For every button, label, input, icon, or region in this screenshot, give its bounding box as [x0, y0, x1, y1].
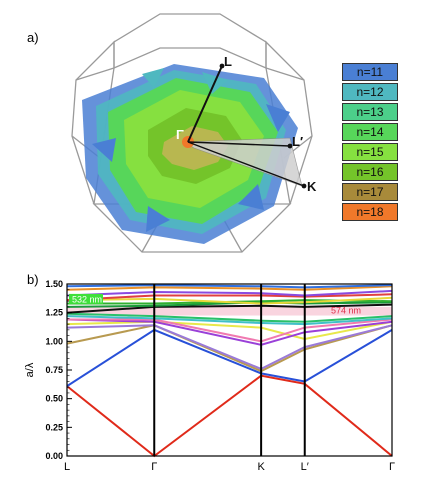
legend-item-label: n=16 — [356, 165, 384, 179]
band-structure-chart: 0.00 0.25 0.50 0.75 1.00 1.25 1.50 L Γ K L′ Γa/λ 532… — [24, 279, 395, 473]
y-tick-label: 1.25 — [45, 308, 63, 318]
x-tick-label: L — [64, 461, 70, 473]
legend-item-label: n=11 — [356, 65, 384, 79]
x-tick-label: K — [257, 461, 265, 473]
annotation-532-label: 532 nm — [72, 294, 102, 304]
annotation-574-label: 574 nm — [331, 305, 361, 315]
legend-item: n=11 — [342, 63, 398, 81]
annotation-532-bar — [69, 293, 103, 304]
x-tick-label: L′ — [301, 461, 309, 473]
band-legend: n=11 n=12 n=13 n=14 n=15 n=16 n=17 n=18 — [342, 63, 398, 223]
y-tick-label: 0.75 — [45, 365, 63, 375]
bz-label-gamma: Γ — [176, 127, 184, 142]
y-tick-label: 0.25 — [45, 422, 63, 432]
y-tick-label: 1.00 — [45, 336, 63, 346]
y-axis-label: a/λ — [24, 362, 36, 377]
legend-item: n=17 — [342, 183, 398, 201]
legend-item-label: n=12 — [356, 85, 384, 99]
legend-item: n=13 — [342, 103, 398, 121]
bz-label-Lprime: L′ — [292, 134, 303, 149]
y-tick-label: 0.00 — [45, 451, 63, 461]
legend-item: n=12 — [342, 83, 398, 101]
band-line-0 — [66, 374, 393, 458]
legend-item-label: n=18 — [356, 205, 384, 219]
panel-b-label: b) — [27, 272, 39, 287]
legend-item: n=16 — [342, 163, 398, 181]
panel-a-label: a) — [27, 30, 39, 45]
band-line-16 — [66, 284, 393, 289]
x-tick-label: Γ — [151, 461, 157, 473]
legend-item: n=14 — [342, 123, 398, 141]
bz-label-K: K — [307, 179, 317, 194]
legend-item: n=15 — [342, 143, 398, 161]
brillouin-zone-illustration: Γ L L′ K — [71, 13, 317, 253]
legend-item-label: n=14 — [356, 125, 384, 139]
legend-item-label: n=13 — [356, 105, 384, 119]
legend-item-label: n=17 — [356, 185, 384, 199]
legend-item: n=18 — [342, 203, 398, 221]
x-tick-label: Γ — [389, 461, 395, 473]
legend-item-label: n=15 — [356, 145, 384, 159]
band-surfaces — [82, 64, 298, 244]
y-tick-label: 1.50 — [45, 279, 63, 289]
band-gap-region — [67, 306, 392, 316]
bz-label-L: L — [224, 54, 232, 69]
y-tick-label: 0.50 — [45, 394, 63, 404]
